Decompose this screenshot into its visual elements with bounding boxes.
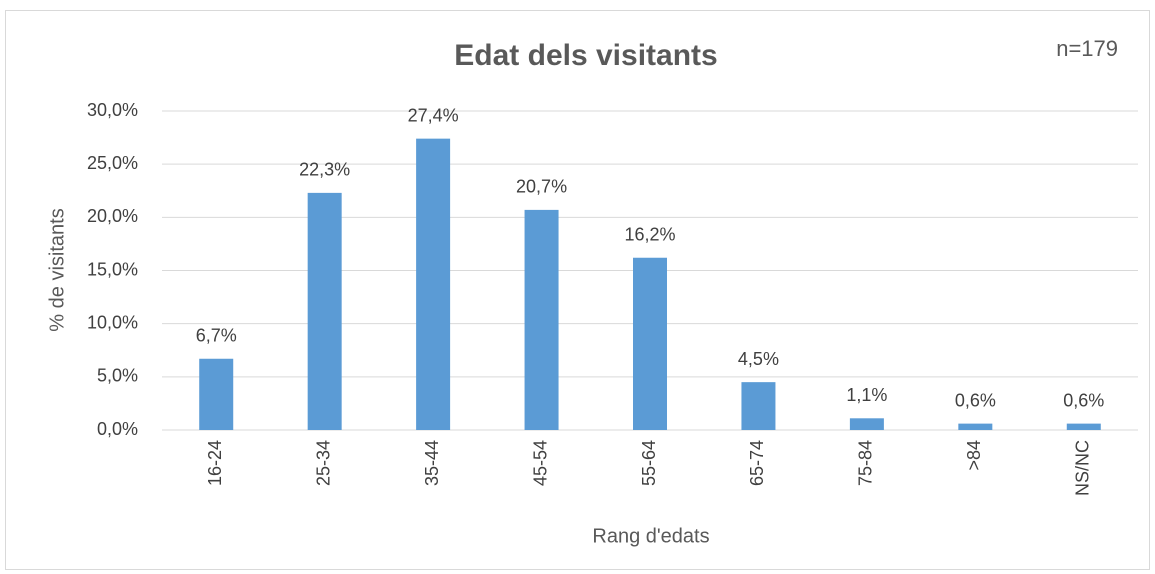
y-tick-label: 5,0%: [97, 366, 138, 386]
x-tick-label: NS/NC: [1073, 440, 1093, 496]
x-tick-label: 45-54: [530, 440, 550, 486]
bar: [524, 209, 559, 430]
data-label: 4,5%: [738, 349, 779, 369]
bar: [958, 423, 993, 430]
data-label: 1,1%: [846, 385, 887, 405]
chart-border: [5, 10, 1150, 570]
bar: [1066, 423, 1101, 430]
x-tick-label: 55-64: [639, 440, 659, 486]
data-label: 6,7%: [196, 326, 237, 346]
x-tick-label: 16-24: [205, 440, 225, 486]
bar: [416, 138, 451, 430]
y-tick-label: 25,0%: [87, 153, 138, 173]
y-tick-label: 0,0%: [97, 419, 138, 439]
y-axis-title: % de visitants: [46, 208, 68, 331]
y-tick-label: 15,0%: [87, 259, 138, 279]
x-axis-title: Rang d'edats: [592, 525, 709, 547]
data-label: 20,7%: [516, 177, 567, 197]
annotation: n=179: [1056, 36, 1118, 61]
x-tick-label: >84: [964, 440, 984, 471]
bar: [307, 192, 342, 430]
y-tick-label: 20,0%: [87, 206, 138, 226]
bar: [849, 418, 884, 430]
x-tick-label: 75-84: [856, 440, 876, 486]
y-tick-label: 30,0%: [87, 100, 138, 120]
bar: [199, 358, 234, 430]
data-label: 27,4%: [408, 105, 459, 125]
data-label: 22,3%: [299, 160, 350, 180]
x-tick-label: 35-44: [422, 440, 442, 486]
bar: [633, 257, 667, 430]
data-label: 0,6%: [955, 390, 996, 410]
y-tick-label: 10,0%: [87, 312, 138, 332]
x-tick-label: 65-74: [747, 440, 767, 486]
data-label: 16,2%: [624, 224, 675, 244]
chart-title: Edat dels visitants: [454, 39, 717, 72]
data-label: 0,6%: [1063, 390, 1104, 410]
x-tick-label: 25-34: [313, 440, 333, 486]
bar: [741, 382, 776, 430]
